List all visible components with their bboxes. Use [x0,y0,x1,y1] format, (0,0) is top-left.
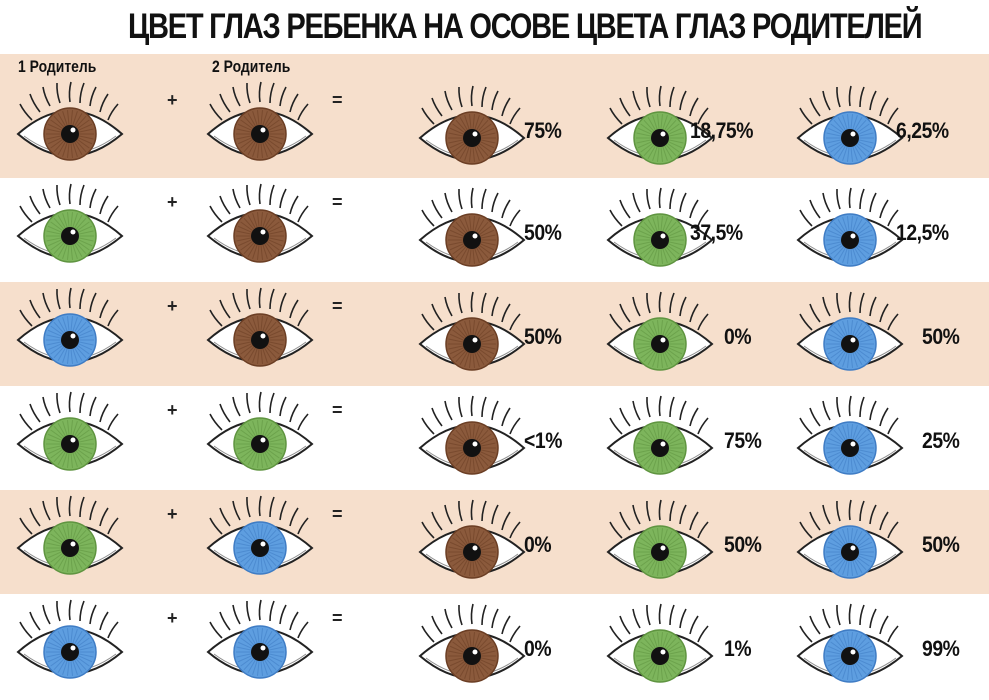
child-brown-percent: 50% [524,324,562,349]
child-green-eye-icon [600,388,720,488]
parent2-brown-eye-icon [200,176,320,276]
child-brown-percent: 75% [524,118,562,143]
parent1-blue-eye-icon [10,592,130,692]
parent2-label: 2 Родитель [212,57,291,76]
parent1-green-eye-icon [10,384,130,484]
parent2-brown-eye-icon [200,74,320,174]
child-blue-eye-icon [790,388,910,488]
child-blue-eye-icon [790,596,910,696]
parent2-brown-eye-icon [200,280,320,380]
child-brown-eye-icon [412,284,532,384]
child-brown-percent: 50% [524,220,562,245]
parent1-green-eye-icon [10,176,130,276]
plus-sign: + [167,400,178,420]
child-brown-eye-icon [412,596,532,696]
parent2-green-eye-icon [200,384,320,484]
plus-sign: + [167,90,178,110]
equals-sign: = [332,608,343,628]
child-brown-eye-icon [412,180,532,280]
child-green-eye-icon [600,596,720,696]
child-green-eye-icon [600,492,720,592]
table-row: + = 75% 18,75% 6,25% [0,76,989,178]
child-brown-eye-icon [412,78,532,178]
parent2-blue-eye-icon [200,488,320,588]
child-green-percent: 0% [724,324,752,349]
equals-sign: = [332,192,343,212]
child-blue-percent: 50% [922,324,960,349]
child-brown-eye-icon [412,492,532,592]
child-brown-percent: 0% [524,636,552,661]
equals-sign: = [332,90,343,110]
table-row: + = 50% 37,5% 12,5% [0,178,989,282]
plus-sign: + [167,296,178,316]
plus-sign: + [167,504,178,524]
child-green-eye-icon [600,284,720,384]
plus-sign: + [167,192,178,212]
child-blue-eye-icon [790,492,910,592]
parent1-label: 1 Родитель [18,57,97,76]
page-title: ЦВЕТ ГЛАЗ РЕБЕНКА НА ОСОВЕ ЦВЕТА ГЛАЗ РО… [128,7,923,46]
parent1-green-eye-icon [10,488,130,588]
child-green-percent: 50% [724,532,762,557]
child-green-eye-icon [600,180,720,280]
child-green-percent: 1% [724,636,752,661]
child-blue-percent: 12,5% [896,220,949,245]
equals-sign: = [332,296,343,316]
header-band [0,54,989,76]
equals-sign: = [332,400,343,420]
parent1-brown-eye-icon [10,74,130,174]
child-green-percent: 18,75% [690,118,754,143]
child-blue-eye-icon [790,284,910,384]
child-blue-eye-icon [790,180,910,280]
plus-sign: + [167,608,178,628]
table-row: + = <1% 75% 25% [0,386,989,490]
child-green-eye-icon [600,78,720,178]
table-row: + = 50% 0% 50% [0,282,989,386]
child-blue-percent: 50% [922,532,960,557]
table-row: + = 0% 1% 99% [0,594,989,700]
parent2-blue-eye-icon [200,592,320,692]
child-brown-percent: <1% [524,428,562,453]
table-row: + = 0% 50% 50% [0,490,989,594]
child-green-percent: 75% [724,428,762,453]
child-blue-eye-icon [790,78,910,178]
parent1-blue-eye-icon [10,280,130,380]
child-green-percent: 37,5% [690,220,743,245]
child-brown-eye-icon [412,388,532,488]
child-blue-percent: 99% [922,636,960,661]
child-blue-percent: 6,25% [896,118,949,143]
child-brown-percent: 0% [524,532,552,557]
equals-sign: = [332,504,343,524]
child-blue-percent: 25% [922,428,960,453]
